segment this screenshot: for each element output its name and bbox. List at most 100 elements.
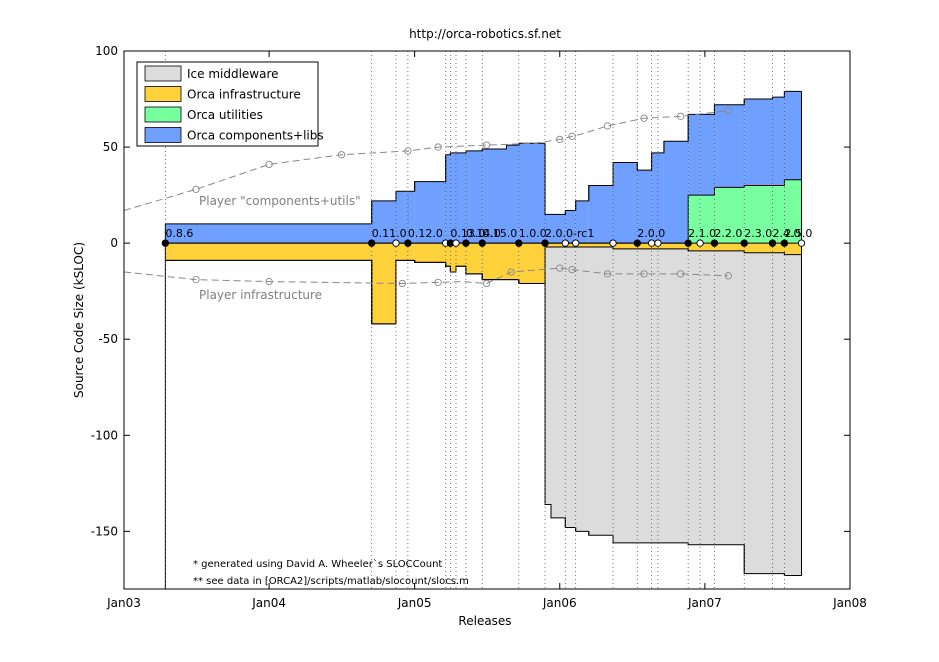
chart-title: http://orca-robotics.sf.net bbox=[409, 27, 561, 41]
utilities-area bbox=[714, 187, 745, 244]
player-infrastructure-marker bbox=[398, 279, 406, 288]
release-marker-filled bbox=[740, 239, 748, 247]
release-label: 2.5.0 bbox=[784, 227, 812, 240]
player-infrastructure-marker bbox=[724, 272, 732, 280]
infrastructure-area bbox=[714, 243, 745, 251]
player-components-marker bbox=[337, 151, 346, 159]
components-area bbox=[506, 145, 519, 244]
player-infrastructure-marker bbox=[507, 268, 515, 276]
components-area bbox=[450, 152, 456, 244]
infrastructure-area bbox=[663, 243, 689, 249]
player-components-marker bbox=[640, 114, 648, 122]
utilities-area bbox=[744, 185, 773, 244]
infrastructure-area bbox=[414, 243, 446, 263]
release-marker-open bbox=[609, 239, 617, 247]
release-markers: 0.8.6 0.11.0 0.12.0 0.13.00.14.00.15.0 1.0.0… bbox=[161, 227, 812, 247]
infrastructure-area bbox=[450, 243, 456, 272]
components-area bbox=[663, 141, 689, 244]
player-components-marker bbox=[434, 143, 442, 151]
release-label: 2.4.0 bbox=[772, 227, 800, 240]
infrastructure-area bbox=[688, 243, 701, 251]
release-marker-filled bbox=[780, 239, 789, 247]
release-marker-filled bbox=[768, 239, 777, 247]
player-components-marker bbox=[676, 112, 685, 120]
release-marker-open bbox=[797, 239, 806, 247]
components-area bbox=[700, 114, 715, 196]
components-area bbox=[165, 223, 372, 244]
player-reference-lines bbox=[123, 106, 732, 288]
legend-label: Ice middleware bbox=[187, 67, 279, 81]
infrastructure-area bbox=[744, 243, 773, 253]
release-marker-filled bbox=[515, 239, 523, 247]
utilities-area bbox=[700, 195, 715, 244]
player-infrastructure-marker bbox=[568, 265, 576, 274]
release-marker-open bbox=[561, 239, 569, 247]
player-infrastructure-marker bbox=[556, 264, 564, 272]
components-area bbox=[575, 200, 589, 244]
series-fills bbox=[164, 90, 802, 589]
player-infrastructure-marker bbox=[434, 278, 442, 286]
y-tick-label: -100 bbox=[91, 428, 118, 442]
components-area bbox=[518, 143, 546, 244]
player-components-marker bbox=[556, 135, 564, 144]
infrastructure-area bbox=[613, 243, 638, 249]
components-area bbox=[637, 170, 652, 244]
y-tick-label: 50 bbox=[103, 140, 118, 154]
components-area bbox=[551, 214, 566, 244]
y-tick-label: 0 bbox=[110, 236, 118, 250]
release-label: 2.0.0-rc1 bbox=[545, 227, 594, 240]
infrastructure-area bbox=[565, 243, 576, 247]
infrastructure-area bbox=[551, 243, 566, 247]
release-marker-open bbox=[392, 239, 400, 247]
ice-middleware-area bbox=[545, 246, 552, 505]
infrastructure-area bbox=[700, 243, 715, 251]
y-axis-label: Source Code Size (kSLOC) bbox=[72, 242, 86, 398]
components-area bbox=[772, 97, 785, 186]
release-label: 0.12.0 bbox=[408, 227, 443, 240]
player-components-marker bbox=[404, 147, 412, 155]
utilities-area bbox=[772, 185, 785, 244]
infrastructure-area bbox=[518, 243, 546, 284]
utilities-area bbox=[784, 179, 802, 244]
ice-middleware-area bbox=[588, 246, 614, 536]
player-components-marker bbox=[482, 141, 491, 149]
components-area bbox=[545, 214, 552, 244]
components-area bbox=[482, 148, 507, 244]
ice-middleware-area bbox=[565, 246, 576, 528]
components-area bbox=[465, 150, 483, 244]
ice-middleware-area bbox=[575, 246, 589, 532]
components-area bbox=[445, 154, 451, 244]
footnote-data-path: ** see data in [ORCA2]/scripts/matlab/sl… bbox=[193, 576, 469, 587]
infrastructure-area bbox=[482, 243, 507, 280]
release-marker-filled bbox=[684, 239, 692, 247]
infrastructure-area bbox=[395, 243, 415, 261]
plot-frame bbox=[123, 50, 851, 590]
infrastructure-area bbox=[772, 243, 785, 253]
release-marker-open bbox=[696, 239, 704, 247]
legend: Ice middleware Orca infrastructure Orca ut… bbox=[136, 61, 324, 147]
utilities-area bbox=[688, 195, 701, 244]
infrastructure-area bbox=[445, 243, 451, 267]
player-infrastructure-marker bbox=[603, 270, 612, 278]
player-infrastructure-marker bbox=[482, 279, 491, 288]
release-marker-filled bbox=[541, 239, 549, 247]
components-area bbox=[688, 114, 701, 196]
release-label: 0.13.0 bbox=[450, 227, 485, 240]
release-marker-open bbox=[572, 239, 580, 247]
player-infrastructure-marker bbox=[265, 277, 273, 286]
ice-middleware-area bbox=[772, 252, 785, 574]
release-label: 0.8.6 bbox=[165, 227, 193, 240]
x-tick-label: Jan05 bbox=[397, 596, 432, 610]
release-label: 0.11.0 bbox=[372, 227, 407, 240]
y-tick-label: 100 bbox=[95, 44, 118, 58]
components-area bbox=[395, 191, 415, 244]
components-area bbox=[744, 99, 773, 186]
release-marker-filled bbox=[404, 239, 412, 247]
x-axis-label: Releases bbox=[458, 614, 511, 628]
release-label: 2.3.0 bbox=[744, 227, 772, 240]
components-area bbox=[455, 152, 466, 244]
x-tick-label: Jan03 bbox=[106, 596, 141, 610]
player-components-marker bbox=[603, 122, 612, 130]
axes: -150 -100 -50 0 50 100 Jan03 Jan04 Jan05 Jan06 Jan… bbox=[91, 44, 867, 610]
ice-middleware-area bbox=[744, 252, 773, 574]
